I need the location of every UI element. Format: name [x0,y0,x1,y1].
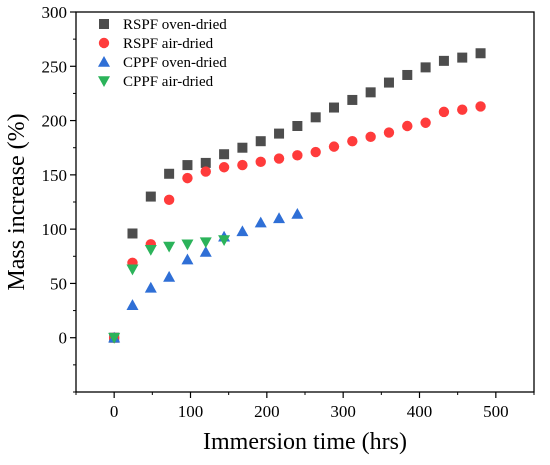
y-tick-label: 200 [42,112,68,131]
legend-item: CPPF air-dried [98,74,214,90]
legend-marker [98,76,110,87]
data-point [402,120,413,132]
data-point [273,212,286,224]
data-point [402,69,413,80]
x-tick-label: 200 [254,402,280,421]
data-point [383,127,395,138]
axis-ticks: 0 100 200 300 400 500 0 50 100 150 200 250 300 [42,3,535,421]
data-point [200,166,211,177]
data-point [457,52,468,63]
data-point [144,244,157,256]
x-tick-label: 0 [110,402,119,421]
data-point [237,142,248,153]
data-point [291,207,304,219]
data-point [145,191,156,202]
legend-marker [98,37,110,49]
data-point [199,237,212,249]
data-point [181,239,194,251]
y-tick-label: 0 [59,329,68,348]
data-point [365,87,376,98]
data-point [438,106,450,118]
data-point [181,253,194,265]
y-tick-label: 50 [50,274,67,293]
data-point [383,77,394,88]
data-point [218,235,231,246]
data-point [438,55,449,66]
x-tick-label: 400 [407,402,433,421]
data-point [292,121,303,131]
y-tick-label: 250 [42,57,68,76]
data-point [237,159,248,171]
y-tick-label: 100 [42,220,68,239]
data-point [420,62,431,73]
data-point [254,216,267,228]
legend-label: CPPF air-dried [123,74,214,90]
x-tick-label: 500 [483,402,509,421]
legend-label: CPPF oven-dried [123,55,227,71]
data-point [365,131,376,143]
legend-label: RSPF oven-dried [123,17,227,33]
data-point [347,136,358,147]
data-point [255,156,266,168]
data-marks [108,48,486,344]
data-point [328,141,340,152]
data-point [347,94,358,105]
data-point [163,270,176,282]
data-point [163,241,176,253]
series-3 [108,207,304,343]
legend-label: RSPF air-dried [123,36,214,52]
x-tick-label: 300 [330,402,356,421]
x-axis-title: Immersion time (hrs) [203,429,407,455]
y-axis-title: Mass increase (%) [4,113,30,290]
data-point [310,146,321,158]
y-tick-label: 300 [42,3,68,22]
data-point [164,168,175,179]
data-point [127,228,138,239]
data-point [199,245,212,257]
legend-item: CPPF oven-dried [98,55,227,71]
data-point [255,136,266,147]
data-point [274,128,285,139]
series-1 [109,48,486,343]
data-point [219,149,230,160]
data-point [329,102,340,113]
legend-marker [98,56,110,67]
legend-item: RSPF oven-dried [99,17,227,33]
data-point [182,160,193,171]
data-point [273,153,285,164]
legend-item: RSPF air-dried [98,36,214,52]
series-2 [108,101,486,343]
data-point [420,117,431,128]
data-point [236,225,249,237]
data-point [163,194,175,206]
data-point [292,150,303,161]
y-tick-label: 150 [42,166,68,185]
data-point [475,101,486,112]
data-point [108,332,121,344]
data-point [126,299,139,310]
legend-marker [99,19,109,29]
data-point [310,112,321,123]
data-point [126,264,139,276]
series-4 [108,235,231,344]
x-tick-label: 100 [178,402,204,421]
data-point [182,172,193,184]
data-point [457,104,468,115]
data-point [144,281,157,293]
data-point [200,157,211,168]
data-point [218,162,230,173]
data-point [475,48,486,59]
legend: RSPF oven-dried RSPF air-dried CPPF oven-d… [98,17,227,90]
